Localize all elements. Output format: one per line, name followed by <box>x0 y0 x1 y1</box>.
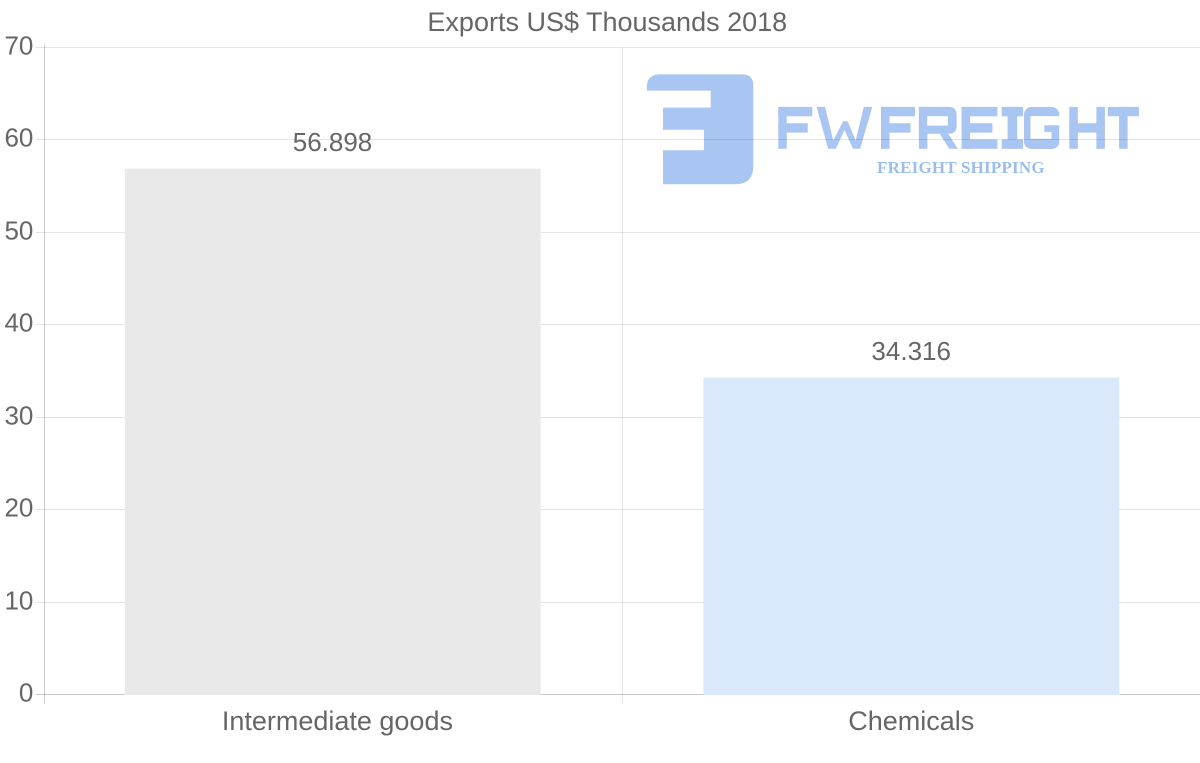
svg-text:56.898: 56.898 <box>293 127 373 157</box>
svg-text:60: 60 <box>4 123 33 153</box>
svg-text:30: 30 <box>4 401 33 431</box>
svg-text:Chemicals: Chemicals <box>848 706 974 736</box>
svg-text:10: 10 <box>4 586 33 616</box>
svg-text:Exports US$ Thousands 2018: Exports US$ Thousands 2018 <box>427 7 787 37</box>
svg-text:0: 0 <box>19 678 33 708</box>
svg-text:34.316: 34.316 <box>871 336 951 366</box>
svg-text:40: 40 <box>4 308 33 338</box>
svg-text:70: 70 <box>4 31 33 61</box>
svg-text:20: 20 <box>4 493 33 523</box>
svg-text:FREIGHT SHIPPING: FREIGHT SHIPPING <box>877 158 1045 177</box>
svg-text:Intermediate goods: Intermediate goods <box>222 706 453 736</box>
svg-text:50: 50 <box>4 216 33 246</box>
